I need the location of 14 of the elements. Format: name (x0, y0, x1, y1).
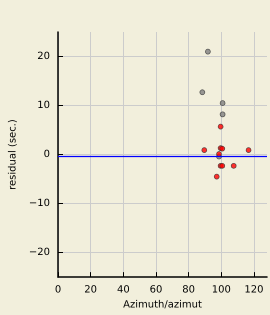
x-axis-title: Azimuth/azimut (123, 300, 202, 310)
x-tick-label: 20 (84, 284, 98, 296)
x-tick-label: 80 (182, 284, 195, 296)
x-tick-label: 0 (54, 284, 62, 296)
y-axis-title: residual (sec.) (8, 119, 18, 190)
x-tick-label: 40 (116, 284, 130, 296)
y-tick-label: 0 (44, 149, 50, 160)
y-tick-label: 20 (37, 51, 50, 62)
x-tick-label: 120 (244, 284, 264, 296)
x-tick-label: 100 (212, 284, 231, 296)
y-tick-label: 10 (37, 100, 50, 112)
y-tick-label: −20 (28, 247, 50, 258)
y-tick-label: −10 (28, 198, 50, 210)
x-tick-label: 60 (150, 284, 162, 296)
